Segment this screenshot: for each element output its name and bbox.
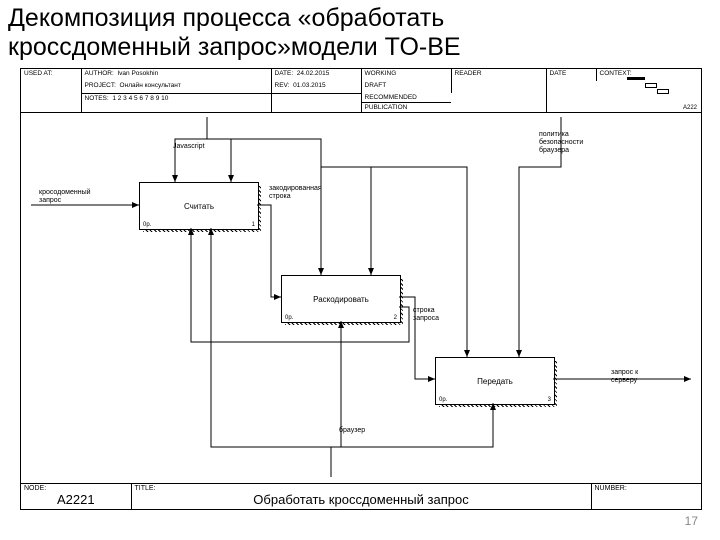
reader-date-cell: DATE xyxy=(546,69,596,81)
page-number: 17 xyxy=(685,514,698,528)
number-cell: NUMBER: xyxy=(591,484,701,510)
node-value: A2221 xyxy=(24,492,128,507)
date-cell: DATE: 24.02.2015 xyxy=(271,69,361,81)
idef0-diagram-frame: USED AT: AUTHOR: Ivan Posokhin DATE: 24.… xyxy=(20,68,702,510)
rev-cell: REV: 01.03.2015 xyxy=(271,81,361,93)
author-cell: AUTHOR: Ivan Posokhin xyxy=(81,69,271,81)
title-cell: TITLE: Обработать кроссдоменный запрос xyxy=(131,484,591,510)
slide-title: Декомпозиция процесса «обработать кроссд… xyxy=(8,4,461,62)
project-cell: PROJECT: Онлайн консультант xyxy=(81,81,271,93)
node-cell: NODE: A2221 xyxy=(21,484,131,510)
arrows-layer xyxy=(21,107,701,483)
working-cell: WORKING xyxy=(361,69,451,81)
diagram-canvas: Считать 1 0р. Раскодировать 2 0р. Переда… xyxy=(21,107,701,483)
footer-title-value: Обработать кроссдоменный запрос xyxy=(135,492,588,507)
context-cell: CONTEXT: A222 xyxy=(596,69,701,113)
title-line1: Декомпозиция процесса «обработать xyxy=(8,4,444,32)
used-at-cell: USED AT: xyxy=(21,69,81,113)
draft-cell: DRAFT xyxy=(361,81,451,93)
reader-cell: READER xyxy=(451,69,546,81)
diagram-footer: NODE: A2221 TITLE: Обработать кроссдомен… xyxy=(21,483,701,509)
title-line2: кроссдоменный запрос»модели TO-BE xyxy=(8,33,461,61)
